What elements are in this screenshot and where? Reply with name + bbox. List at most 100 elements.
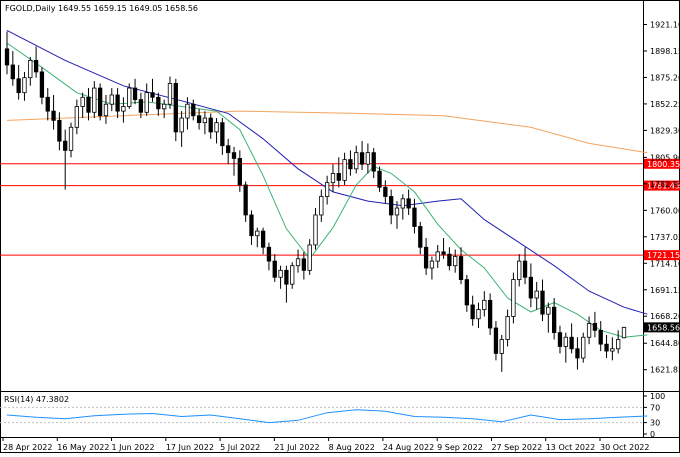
time-tick-label: 1 Jun 2022 bbox=[112, 443, 155, 452]
candle bbox=[586, 316, 592, 345]
candle-body-up bbox=[185, 103, 190, 119]
candle-body-down bbox=[237, 158, 242, 186]
candle-body-down bbox=[423, 246, 429, 269]
candle-body-up bbox=[28, 59, 33, 79]
current-price-label: 1658.56 bbox=[647, 323, 680, 332]
candle-body-up bbox=[74, 106, 79, 128]
candle-body-up bbox=[499, 339, 504, 354]
candle-body-down bbox=[487, 299, 493, 329]
candle bbox=[249, 210, 254, 245]
candle-body-down bbox=[598, 329, 603, 345]
candle bbox=[563, 332, 568, 363]
candle bbox=[33, 46, 39, 78]
candle-body-down bbox=[336, 173, 341, 181]
candle bbox=[528, 263, 534, 308]
candle bbox=[97, 83, 103, 121]
candle bbox=[115, 88, 120, 119]
candle bbox=[295, 249, 301, 273]
price-tick-label: 1668.20 bbox=[650, 312, 680, 321]
candle bbox=[371, 148, 376, 179]
candle bbox=[377, 166, 382, 192]
rsi-label: RSI(14) 47.3802 bbox=[4, 395, 69, 404]
price-tick-label: 1691.15 bbox=[650, 286, 680, 295]
candle-body-up bbox=[534, 290, 539, 299]
candle-body-down bbox=[552, 306, 557, 334]
candle bbox=[103, 94, 109, 124]
candle-body-down bbox=[569, 336, 574, 350]
candle-body-down bbox=[406, 198, 411, 209]
candle-body-up bbox=[278, 269, 283, 278]
candle-body-down bbox=[575, 348, 580, 359]
candle bbox=[319, 189, 324, 222]
candle-body-down bbox=[604, 343, 609, 352]
candle bbox=[324, 175, 330, 205]
candle-body-up bbox=[616, 339, 621, 350]
candle bbox=[51, 94, 56, 130]
time-axis: 28 Apr 2022 16 May 2022 1 Jun 2022 17 Jun 2… bbox=[2, 437, 649, 452]
candle bbox=[476, 302, 481, 329]
current-price-box bbox=[644, 322, 680, 333]
candle bbox=[487, 293, 493, 335]
candle bbox=[266, 242, 272, 271]
candle bbox=[179, 111, 184, 147]
candle-body-up bbox=[127, 87, 132, 107]
candle-body-up bbox=[581, 336, 586, 359]
price-tick-label: 1829.30 bbox=[650, 126, 680, 135]
candle bbox=[10, 51, 15, 86]
candle-body-up bbox=[435, 251, 440, 262]
candle-body-down bbox=[377, 170, 382, 188]
candle-body-up bbox=[167, 83, 173, 105]
candle-body-up bbox=[103, 103, 109, 117]
candle bbox=[453, 249, 458, 273]
candle bbox=[260, 227, 266, 255]
candle-body-up bbox=[324, 182, 330, 197]
candle-body-up bbox=[319, 196, 324, 216]
candle bbox=[441, 238, 446, 259]
candle bbox=[121, 97, 126, 123]
ma-slow-line bbox=[6, 110, 648, 154]
rsi-panel: 100 70 30 0 bbox=[0, 392, 665, 439]
candle bbox=[22, 71, 27, 101]
candle-body-down bbox=[458, 256, 464, 280]
candle bbox=[127, 83, 132, 109]
candle-body-up bbox=[295, 258, 301, 267]
candle-body-down bbox=[196, 115, 202, 124]
candle bbox=[144, 83, 149, 116]
time-tick-label: 30 Oct 2022 bbox=[600, 443, 649, 452]
candle bbox=[592, 311, 598, 338]
price-tick-label: 1760.00 bbox=[650, 206, 680, 215]
candle bbox=[173, 78, 178, 142]
candle-body-down bbox=[156, 96, 161, 110]
candle-body-up bbox=[109, 94, 114, 105]
candle bbox=[226, 138, 231, 165]
candle bbox=[621, 326, 627, 339]
candle-body-down bbox=[383, 186, 388, 197]
candle-body-up bbox=[511, 279, 516, 317]
candle bbox=[359, 141, 365, 170]
candle-body-down bbox=[272, 260, 277, 278]
candle-body-down bbox=[16, 78, 21, 94]
candle-body-up bbox=[202, 117, 208, 124]
candle-body-up bbox=[482, 299, 487, 310]
price-tick-label: 1782.95 bbox=[650, 180, 680, 189]
level-price-label: 1800.35 bbox=[647, 160, 680, 169]
candle bbox=[400, 194, 405, 220]
chart-header-label: FGOLD,Daily 1649.55 1659.15 1649.05 1658… bbox=[5, 4, 198, 13]
candle-body-down bbox=[359, 152, 365, 165]
candle bbox=[423, 238, 429, 275]
candle-body-up bbox=[290, 265, 295, 285]
level-price-label: 1781.45 bbox=[647, 182, 680, 191]
candle-body-down bbox=[33, 59, 39, 73]
candle bbox=[354, 145, 359, 174]
price-tick-label: 1875.20 bbox=[650, 73, 680, 82]
candle-body-up bbox=[255, 230, 260, 237]
candle bbox=[540, 279, 545, 322]
candle bbox=[418, 221, 423, 255]
candle-body-up bbox=[563, 336, 568, 347]
candle bbox=[511, 272, 516, 324]
candle bbox=[150, 78, 155, 102]
candle-body-up bbox=[313, 214, 318, 246]
candle bbox=[610, 337, 615, 361]
candle bbox=[243, 181, 248, 222]
